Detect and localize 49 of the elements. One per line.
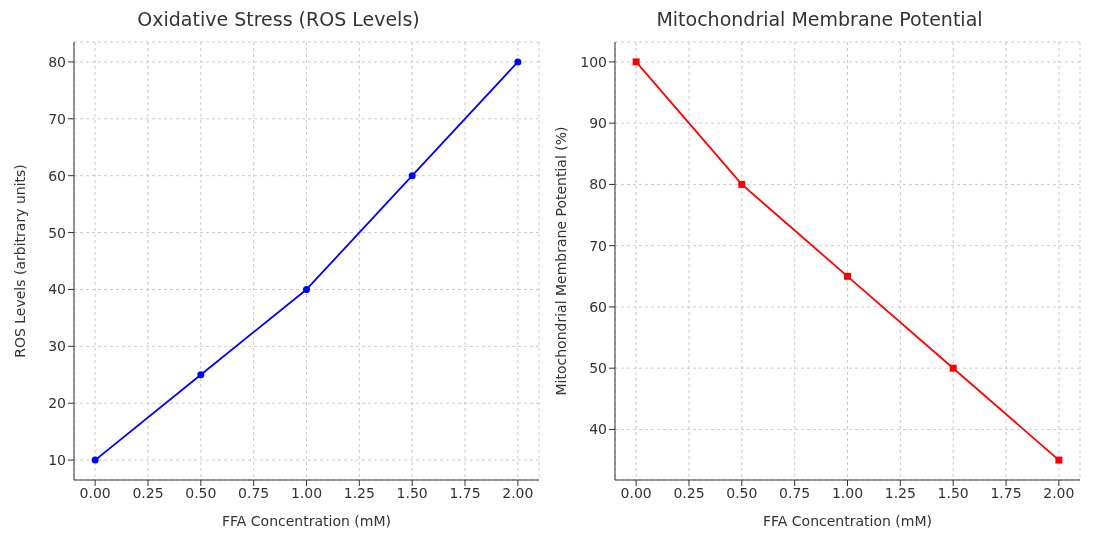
- x-tick-label: 2.00: [502, 484, 534, 501]
- chart-title: Oxidative Stress (ROS Levels): [136, 8, 421, 32]
- point: [949, 364, 957, 372]
- point: [738, 180, 746, 188]
- y-tick-label: 70: [589, 237, 607, 254]
- x-tick-label: 0.00: [620, 484, 652, 501]
- y-tick-label: 40: [589, 421, 607, 438]
- y-tick-label: 80: [589, 176, 607, 193]
- x-tick-label: 1.75: [990, 484, 1022, 501]
- point: [91, 456, 99, 464]
- x-tick-label: 0.25: [132, 484, 164, 501]
- y-tick-label: 10: [48, 452, 66, 469]
- y-tick-label: 50: [589, 360, 607, 377]
- x-tick-label: 1.25: [884, 484, 916, 501]
- y-axis-title: Mitochondrial Membrane Potential (%): [552, 126, 569, 396]
- x-tick-label: 0.00: [79, 484, 111, 501]
- y-tick-label: 100: [580, 53, 607, 70]
- chart-title: Mitochondrial Membrane Potential: [655, 8, 984, 32]
- x-tick-label: 1.25: [343, 484, 375, 501]
- y-tick-label: 40: [48, 281, 66, 298]
- x-tick-label: 0.50: [726, 484, 758, 501]
- x-tick-label: 0.75: [779, 484, 811, 501]
- y-tick-label: 20: [48, 395, 66, 412]
- y-tick-label: 30: [48, 338, 66, 355]
- x-tick-label: 0.50: [185, 484, 217, 501]
- x-tick-label: 1.75: [449, 484, 481, 501]
- x-axis-title: FFA Concentration (mM): [763, 513, 932, 529]
- y-tick-label: 60: [48, 167, 66, 184]
- x-tick-label: 0.25: [673, 484, 705, 501]
- x-tick-label: 2.00: [1043, 484, 1075, 501]
- x-axis-title: FFA Concentration (mM): [222, 513, 391, 529]
- x-tick-label: 1.00: [290, 484, 323, 501]
- point: [408, 172, 416, 180]
- y-axis-title: ROS Levels (arbitrary units): [11, 164, 28, 358]
- point: [197, 371, 205, 379]
- x-tick-label: 1.50: [937, 484, 969, 501]
- y-tick-label: 60: [589, 298, 607, 315]
- x-tick-label: 1.50: [396, 484, 428, 501]
- point: [303, 285, 310, 293]
- y-tick-label: 50: [48, 224, 66, 241]
- y-tick-label: 80: [48, 53, 66, 70]
- point: [514, 58, 522, 66]
- point: [844, 272, 851, 280]
- x-tick-label: 1.00: [831, 484, 864, 501]
- point: [1055, 456, 1063, 464]
- x-tick-label: 0.75: [238, 484, 270, 501]
- y-tick-label: 90: [589, 115, 607, 132]
- y-tick-label: 70: [48, 110, 66, 127]
- point: [632, 58, 640, 66]
